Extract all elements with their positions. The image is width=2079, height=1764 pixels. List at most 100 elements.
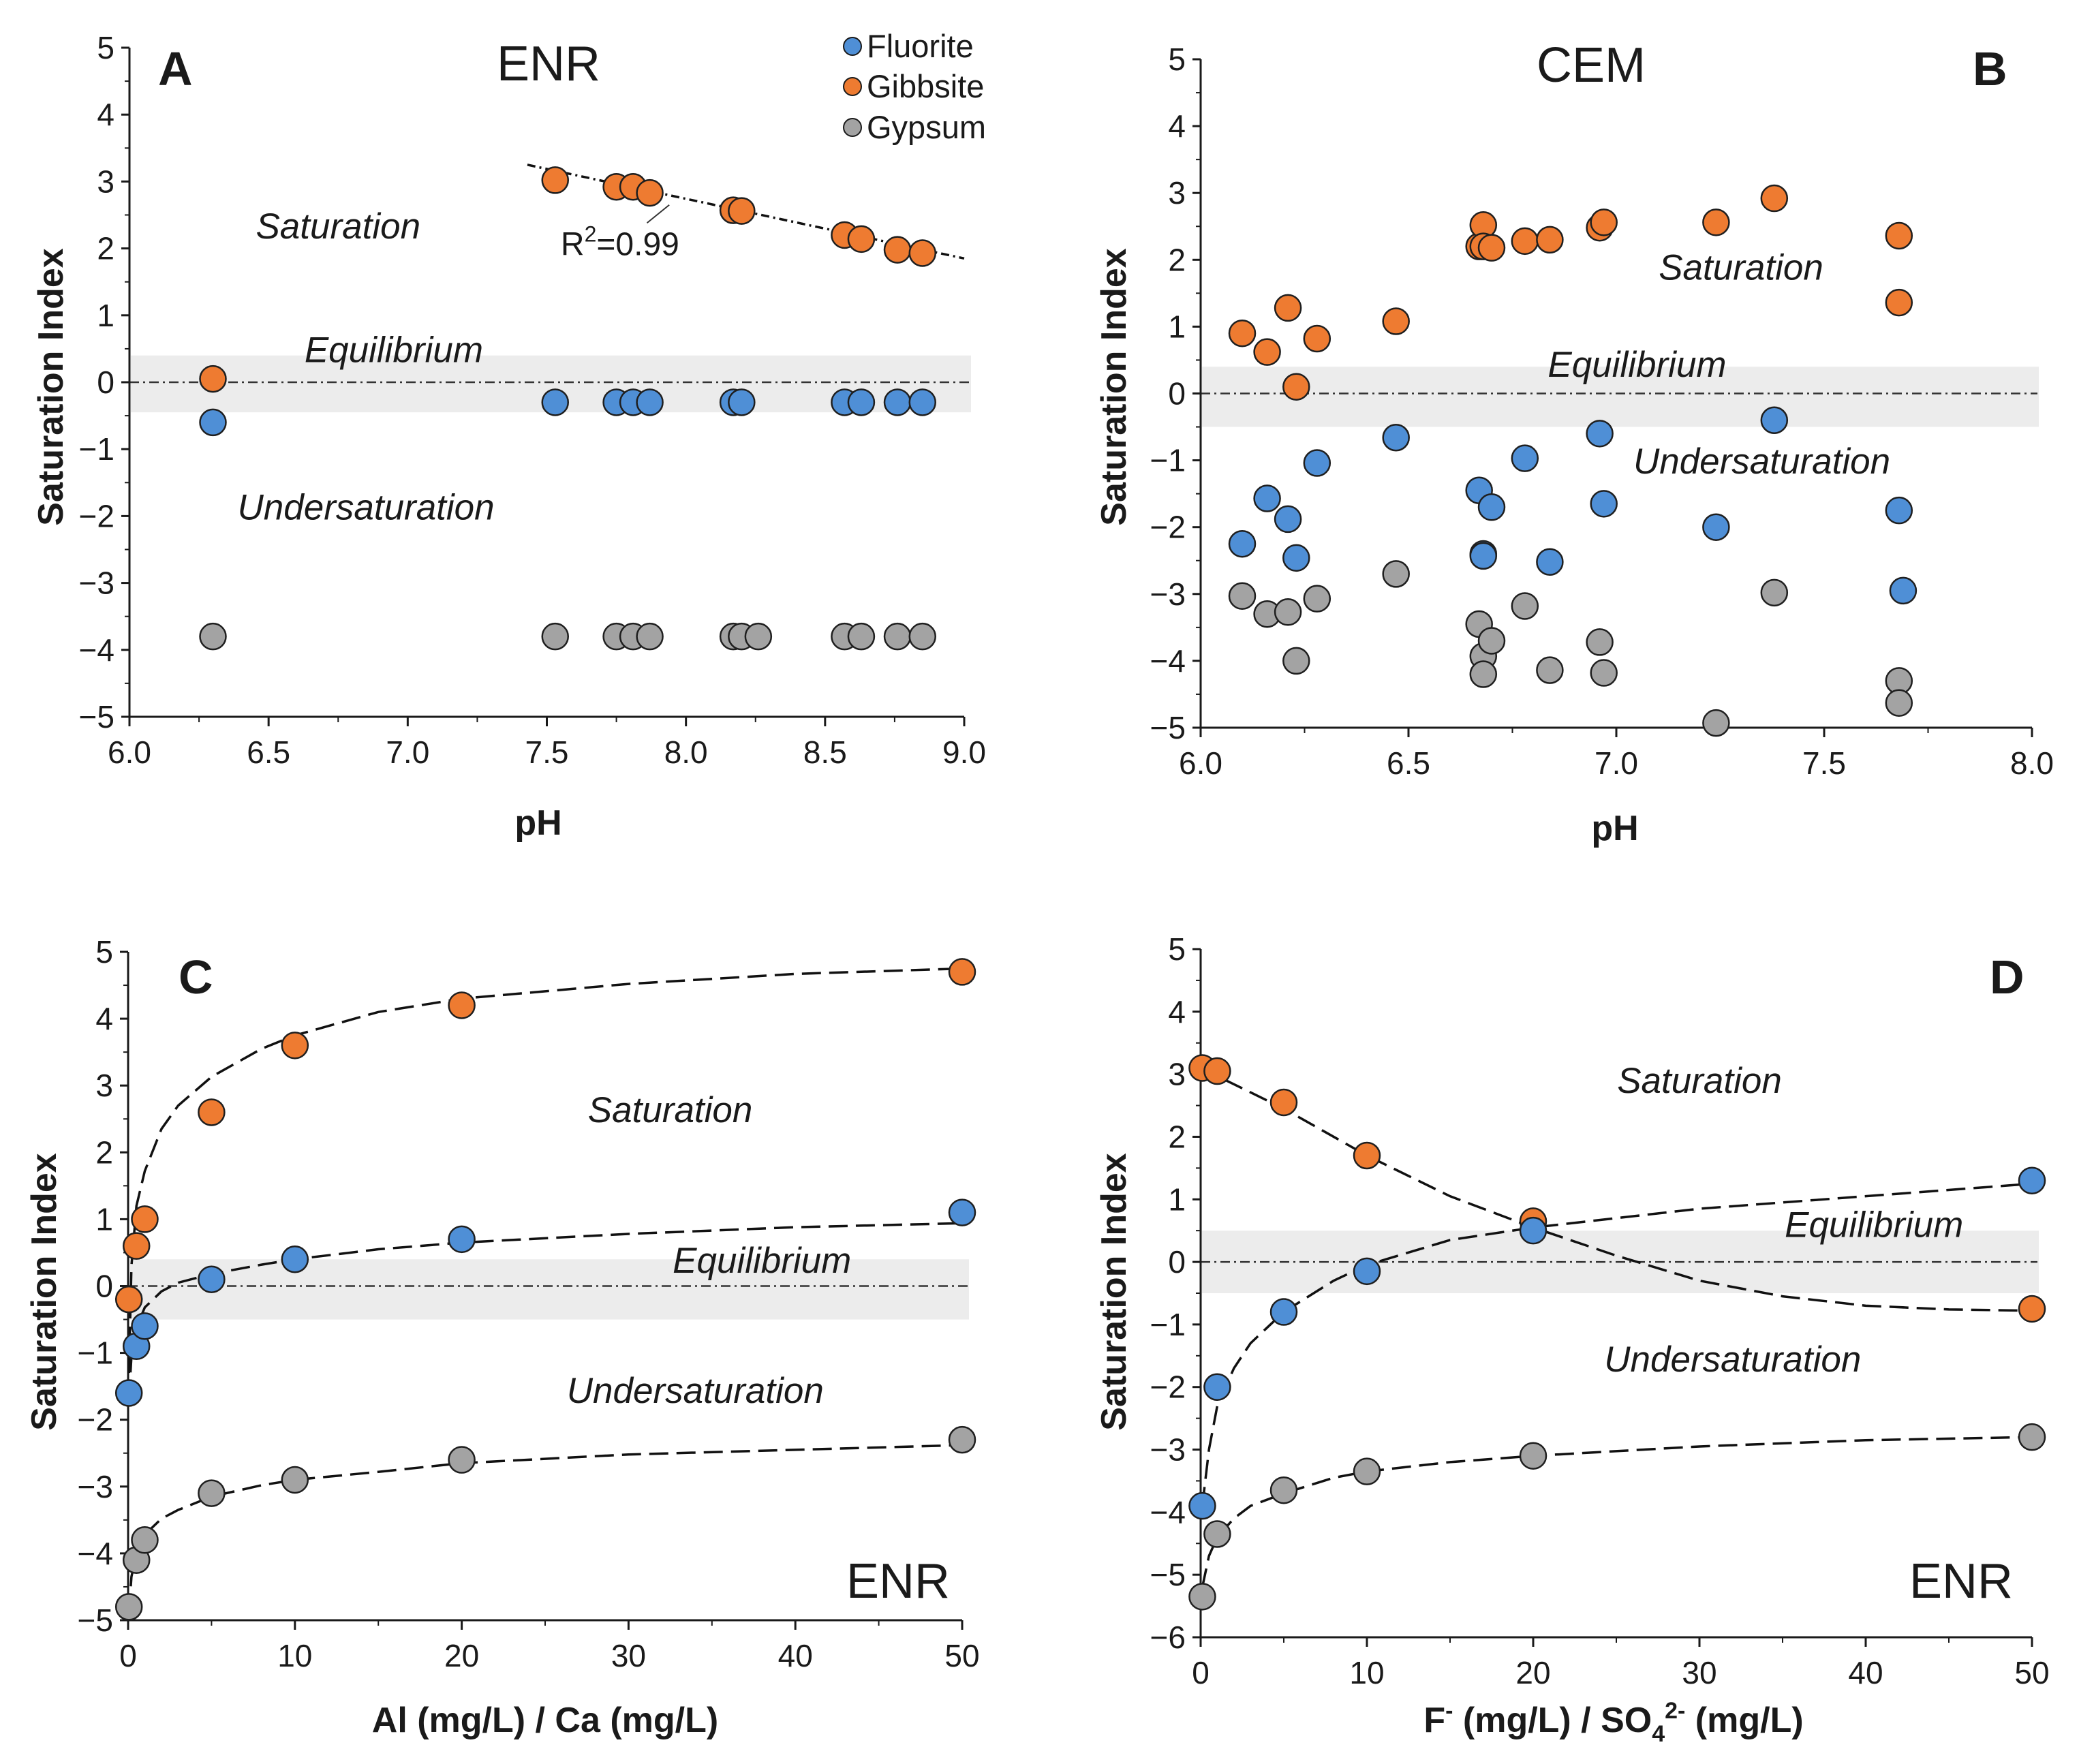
point-gibbsite-b (1477, 234, 1506, 262)
point-fluorite-b (1889, 576, 1918, 605)
y-tick-label-c: 2 (95, 1134, 113, 1170)
y-tick-label-d: 3 (1168, 1057, 1186, 1092)
point-gypsum-d (2018, 1423, 2046, 1451)
point-gypsum-b (1469, 660, 1498, 688)
point-gypsum-d (1269, 1476, 1298, 1504)
legend-label-gibbsite: Gibbsite (867, 68, 984, 104)
x-tick-label-a: 7.5 (525, 734, 569, 770)
x-tick-label-a: 8.5 (803, 734, 847, 770)
x-tick-label-b: 7.0 (1595, 745, 1638, 781)
point-gibbsite-d (1203, 1057, 1231, 1085)
x-tick-label-a: 9.0 (942, 734, 986, 770)
y-tick-label-d: 0 (1168, 1244, 1186, 1280)
zone-label-d: Undersaturation (1604, 1340, 1861, 1380)
point-fluorite-a (908, 388, 936, 416)
y-tick-label-a: −1 (79, 431, 114, 467)
panel-b: 5 4 3 2 1 0 −1 −2 −3 −4 −56.0 6.5 7.0 7.5 8.0 Saturatio… (1150, 42, 2054, 781)
y-tick-label-c: −1 (78, 1335, 113, 1371)
point-fluorite-c (281, 1245, 309, 1273)
zone-label-a: Equilibrium (305, 330, 483, 371)
x-tick-label-a: 7.0 (386, 734, 429, 770)
x-tick-label-a: 6.0 (108, 734, 151, 770)
point-gibbsite-c (448, 991, 476, 1019)
point-fluorite-c (114, 1379, 143, 1407)
zone-label-a: Saturation (256, 206, 420, 247)
point-gibbsite-c (198, 1098, 226, 1126)
point-gibbsite-a (541, 166, 569, 194)
point-gibbsite-b (1282, 373, 1310, 401)
point-gypsum-b (1536, 656, 1564, 684)
point-gypsum-a (541, 622, 569, 651)
point-fluorite-c (948, 1198, 976, 1226)
y-tick-label-c: −2 (78, 1402, 113, 1438)
x-tick-label-b: 7.5 (1802, 745, 1846, 781)
point-gypsum-c (198, 1479, 226, 1507)
point-gypsum-c (948, 1425, 976, 1454)
y-tick-label-b: −1 (1150, 443, 1186, 478)
point-fluorite-d (1203, 1373, 1231, 1401)
y-tick-label-b: −2 (1150, 510, 1186, 545)
y-tick-label-a: −4 (79, 632, 114, 668)
zone-label-b: Saturation (1659, 248, 1823, 288)
point-gibbsite-b (1228, 319, 1257, 347)
y-tick-label-b: −3 (1150, 576, 1186, 612)
point-gypsum-a (744, 622, 773, 651)
x-tick-label-c: 50 (944, 1638, 979, 1673)
point-gypsum-a (908, 622, 936, 651)
point-gypsum-d (1203, 1520, 1231, 1548)
x-tick-label-c: 30 (611, 1638, 646, 1673)
x-tick-label-b: 8.0 (2010, 745, 2054, 781)
legend-label-fluorite: Fluorite (867, 28, 974, 64)
legend-marker-gypsum (843, 118, 862, 137)
x-tick-label-d: 20 (1515, 1655, 1550, 1690)
fit-line-d (1200, 1066, 2033, 1312)
watermark-c: ENR (846, 1554, 950, 1609)
point-gibbsite-b (1590, 208, 1618, 236)
y-axis-title-d: Saturation Index (1094, 1153, 1134, 1430)
equilibrium-band-b (1202, 367, 2039, 427)
y-tick-label-a: 2 (97, 231, 114, 266)
y-tick-label-c: −3 (78, 1469, 113, 1504)
y-tick-label-a: 0 (97, 365, 114, 400)
point-gypsum-d (1519, 1442, 1547, 1470)
legend: Fluorite Gibbsite Gypsum (843, 28, 986, 145)
y-tick-label-d: −6 (1150, 1620, 1186, 1655)
point-gibbsite-a (847, 225, 876, 253)
point-gibbsite-b (1536, 226, 1564, 254)
panel-title-b: CEM (1537, 38, 1646, 93)
r2-annotation: R2=0.99 (561, 221, 679, 262)
x-tick-label-d: 40 (1848, 1655, 1883, 1690)
y-tick-label-a: 4 (97, 97, 114, 132)
point-fluorite-b (1511, 444, 1539, 472)
point-gibbsite-b (1274, 294, 1302, 322)
point-gibbsite-a (883, 236, 912, 264)
point-fluorite-a (541, 388, 569, 416)
panel-letter-c: C (179, 950, 213, 1004)
point-fluorite-b (1274, 505, 1302, 533)
y-tick-label-b: 1 (1168, 309, 1186, 344)
point-gypsum-a (636, 622, 664, 651)
x-tick-label-c: 0 (119, 1638, 137, 1673)
x-tick-label-d: 50 (2014, 1655, 2049, 1690)
y-tick-label-d: 2 (1168, 1119, 1186, 1154)
y-axis-title-a: Saturation Index (31, 248, 71, 525)
point-gypsum-c (131, 1526, 159, 1554)
point-gibbsite-b (1702, 208, 1730, 236)
y-axis-title-b: Saturation Index (1094, 248, 1134, 525)
y-tick-label-b: 5 (1168, 42, 1186, 77)
point-gibbsite-c (281, 1032, 309, 1059)
panel-letter-d: D (1990, 950, 2024, 1004)
point-gypsum-b (1702, 709, 1730, 737)
point-gypsum-b (1590, 659, 1618, 687)
point-gibbsite-c (948, 958, 976, 986)
point-gypsum-b (1274, 598, 1302, 626)
y-axis-title-c: Saturation Index (25, 1153, 64, 1430)
point-gypsum-d (1353, 1457, 1381, 1485)
y-tick-label-d: −1 (1150, 1307, 1186, 1342)
y-tick-label-c: 1 (95, 1201, 113, 1237)
point-fluorite-b (1590, 490, 1618, 518)
zone-label-c: Equilibrium (673, 1241, 851, 1281)
point-gypsum-b (1282, 647, 1310, 675)
point-gypsum-c (281, 1466, 309, 1494)
